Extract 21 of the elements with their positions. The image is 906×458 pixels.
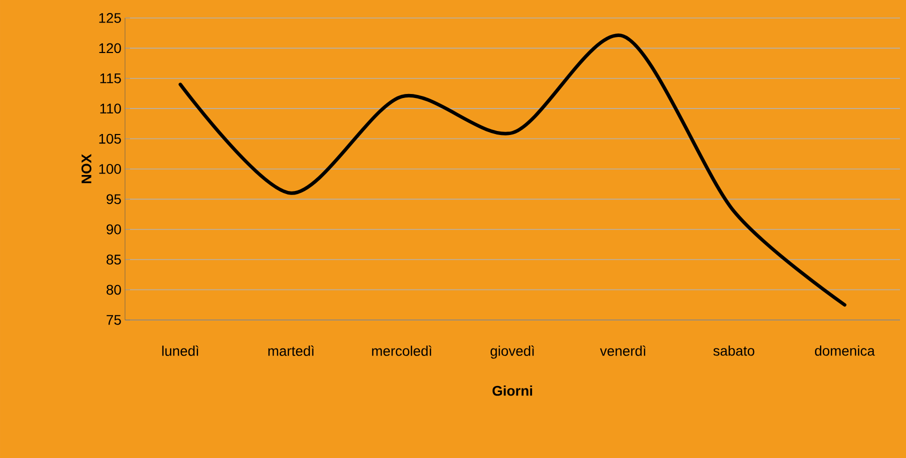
y-tick-label: 75 [106,315,121,325]
y-tick-label: 100 [99,164,121,174]
x-tick-label: venerdì [600,345,646,356]
y-tick-label: 105 [99,134,121,144]
x-tick-label: martedì [268,345,314,356]
line-series [178,34,846,307]
y-tick-label: 125 [99,13,121,23]
x-tick-label: domenica [814,346,875,356]
y-tick-label: 85 [106,254,121,265]
x-tick-label: sabato [713,346,754,356]
y-tick-label: 120 [99,43,121,54]
x-axis-title: Giorni [492,386,532,396]
x-tick-label: lunedì [162,345,198,356]
y-tick-label: 115 [100,74,121,84]
y-axis-title: NOX [81,154,92,184]
y-tick-label: 80 [106,284,121,295]
x-tick-label: giovedì [490,345,534,359]
y-tick-label: 95 [106,194,121,204]
x-tick-label: mercoledì [372,345,432,356]
y-tick-label: 110 [100,104,121,114]
y-tick-label: 90 [106,224,121,234]
